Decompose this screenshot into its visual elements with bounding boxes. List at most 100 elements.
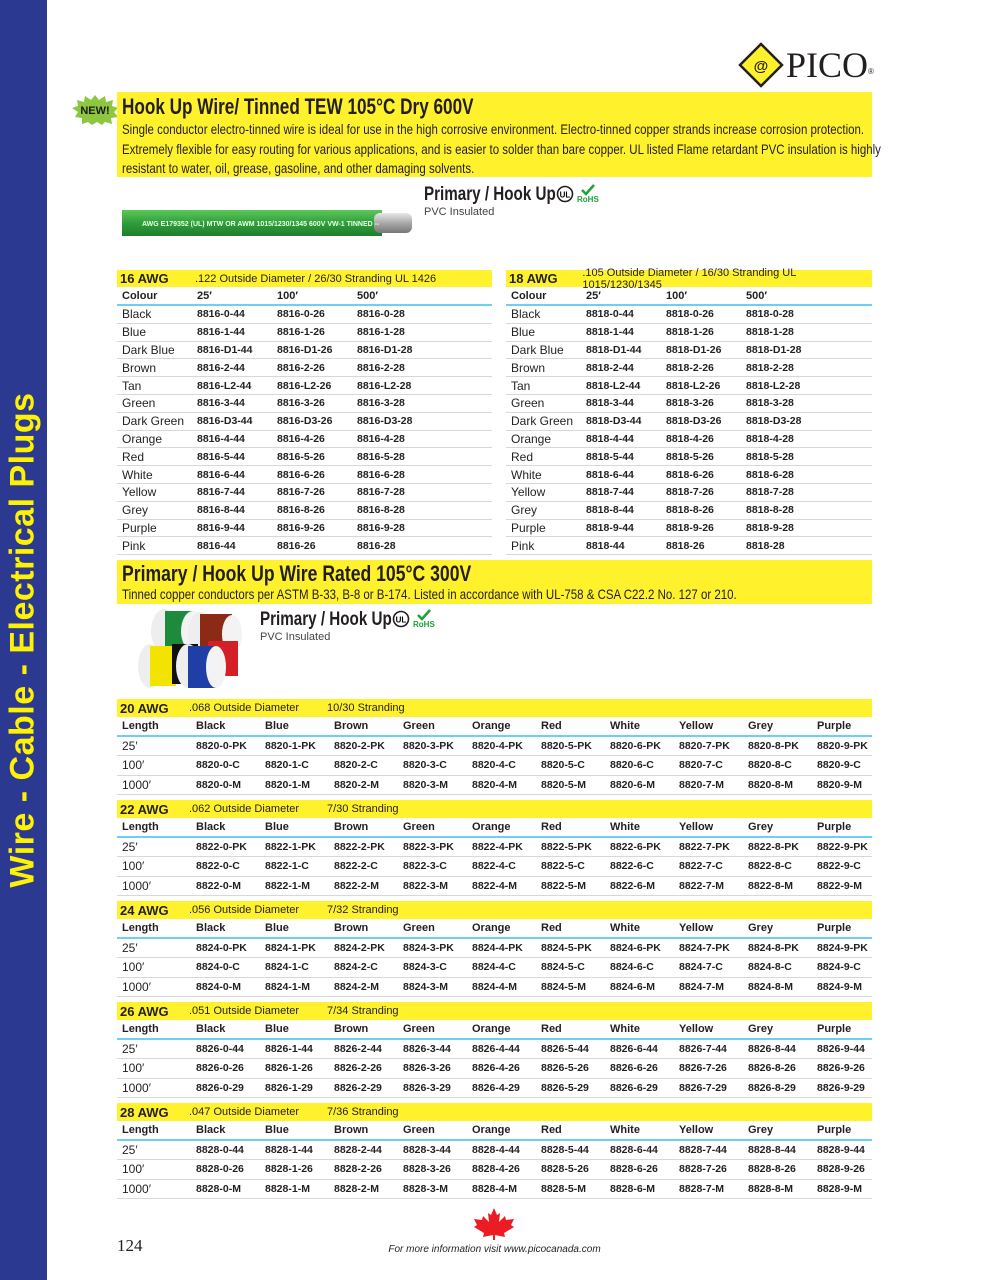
colour-name: Dark Green [511, 414, 574, 429]
part-number: 8822-6-PK [610, 841, 661, 854]
table-row: Dark Blue 8816-D1-44 8816-D1-26 8816-D1-28 [117, 342, 492, 360]
part-number: 8828-1-26 [265, 1163, 313, 1176]
table-row: 1000′ 8824-0-M 8824-1-M 8824-2-M 8824-3-M 882… [117, 978, 872, 997]
gauge-spec: .105 Outside Diameter / 16/30 Stranding … [582, 266, 796, 291]
colour-name: Grey [511, 503, 538, 518]
part-number: 8816-4-26 [277, 432, 325, 445]
column-header: Yellow [679, 720, 714, 732]
part-number: 8816-2-26 [277, 361, 325, 374]
rohs-label: RoHS [577, 195, 599, 204]
part-number: 8820-1-PK [265, 740, 316, 753]
part-number: 8820-4-C [472, 759, 516, 772]
part-number: 8818-L2-26 [666, 379, 721, 392]
part-number: 8826-4-29 [472, 1081, 520, 1094]
part-number: 8818-D1-26 [666, 343, 722, 356]
rohs-icon: RoHS [577, 184, 599, 204]
part-number: 8818-8-44 [586, 504, 634, 517]
sidebar: Wire - Cable - Electrical Plugs [0, 0, 47, 1280]
part-number: 8824-4-M [472, 980, 517, 993]
part-number: 8828-3-44 [403, 1144, 451, 1157]
part-number: 8816-5-44 [197, 450, 245, 463]
column-header: White [610, 922, 640, 934]
part-number: 8828-1-M [265, 1182, 310, 1195]
part-number: 8820-7-PK [679, 740, 730, 753]
part-number: 8826-7-26 [679, 1062, 727, 1075]
part-number: 8828-0-44 [196, 1144, 244, 1157]
column-header: 25′ [197, 289, 212, 302]
length-label: 1000′ [122, 1181, 151, 1196]
green-wire-image: AWG E179352 (UL) MTW OR AWM 1015/1230/13… [122, 210, 412, 236]
header-row: Colour 25′ 100′ 500′ [117, 287, 492, 306]
part-number: 8818-5-28 [746, 450, 794, 463]
gauge-label: 16 AWG [120, 271, 169, 286]
part-number: 8824-3-M [403, 980, 448, 993]
table-row: 1000′ 8828-0-M 8828-1-M 8828-2-M 8828-3-M 882… [117, 1180, 872, 1199]
column-header: Purple [817, 1023, 852, 1035]
table-row: Orange 8816-4-44 8816-4-26 8816-4-28 [117, 431, 492, 449]
new-badge-icon: NEW! [72, 95, 118, 125]
part-number: 8820-2-PK [334, 740, 385, 753]
column-header: Orange [472, 922, 511, 934]
colour-name: Orange [511, 431, 552, 446]
part-number: 8824-1-PK [265, 942, 316, 955]
awg-table: 26 AWG .051 Outside Diameter 7/34 Strandin… [117, 1002, 872, 1098]
part-number: 8828-7-26 [679, 1163, 727, 1176]
product-title: Primary / Hook Up [424, 184, 556, 205]
part-number: 8824-9-C [817, 961, 861, 974]
colour-name: Pink [122, 538, 146, 553]
gauge-label: 24 AWG [120, 902, 169, 918]
outside-diameter: .068 Outside Diameter [189, 702, 300, 714]
column-header: Blue [265, 1023, 289, 1035]
length-label: 25′ [122, 1143, 138, 1158]
length-label: 100′ [122, 960, 145, 975]
table-row: Dark Blue 8818-D1-44 8818-D1-26 8818-D1-28 [506, 342, 872, 360]
header-row: Length Black Blue Brown Green Orange Red White Y… [117, 1020, 872, 1040]
column-header: Blue [265, 1124, 289, 1136]
part-number: 8816-6-28 [357, 468, 405, 481]
part-number: 8818-6-28 [746, 468, 794, 481]
logo-text: PICO [786, 45, 869, 85]
section1-title: Hook Up Wire/ Tinned TEW 105°C Dry 600V [122, 94, 474, 119]
colour-name: White [122, 467, 153, 482]
table-row: Tan 8818-L2-44 8818-L2-26 8818-L2-28 [506, 377, 872, 395]
column-header: 100′ [666, 289, 687, 302]
part-number: 8826-7-29 [679, 1081, 727, 1094]
part-number: 8826-0-44 [196, 1043, 244, 1056]
part-number: 8820-8-C [748, 759, 792, 772]
part-number: 8826-2-26 [334, 1062, 382, 1075]
part-number: 8820-9-M [817, 778, 862, 791]
colour-name: White [511, 467, 542, 482]
part-number: 8822-8-M [748, 879, 793, 892]
part-number: 8826-1-44 [265, 1043, 313, 1056]
part-number: 8816-1-28 [357, 326, 405, 339]
part-number: 8822-2-C [334, 860, 378, 873]
column-header: Blue [265, 720, 289, 732]
part-number: 8818-0-26 [666, 308, 714, 321]
part-number: 8826-2-29 [334, 1081, 382, 1094]
part-number: 8826-1-26 [265, 1062, 313, 1075]
part-number: 8820-6-M [610, 778, 655, 791]
table-row: Red 8816-5-44 8816-5-26 8816-5-28 [117, 448, 492, 467]
section1-product-label: Primary / Hook Up UL RoHS PVC Insulated [424, 184, 599, 218]
table-row: Yellow 8818-7-44 8818-7-26 8818-7-28 [506, 484, 872, 502]
part-number: 8824-6-M [610, 980, 655, 993]
section1-desc-line: Extremely flexible for easy routing for … [122, 140, 881, 157]
column-header: Yellow [679, 1023, 714, 1035]
part-number: 8820-9-PK [817, 740, 868, 753]
part-number: 8822-2-M [334, 879, 379, 892]
part-number: 8816-2-28 [357, 361, 405, 374]
part-number: 8816-D3-28 [357, 415, 413, 428]
part-number: 8820-5-C [541, 759, 585, 772]
part-number: 8822-1-C [265, 860, 309, 873]
column-header: Purple [817, 720, 852, 732]
column-header: Orange [472, 720, 511, 732]
part-number: 8820-3-C [403, 759, 447, 772]
part-number: 8818-2-26 [666, 361, 714, 374]
part-number: 8818-L2-28 [746, 379, 801, 392]
part-number: 8824-5-M [541, 980, 586, 993]
column-header: Purple [817, 922, 852, 934]
part-number: 8816-3-28 [357, 397, 405, 410]
part-number: 8818-D3-28 [746, 415, 802, 428]
table-row: 1000′ 8826-0-29 8826-1-29 8826-2-29 8826-3-2… [117, 1079, 872, 1098]
part-number: 8820-1-C [265, 759, 309, 772]
